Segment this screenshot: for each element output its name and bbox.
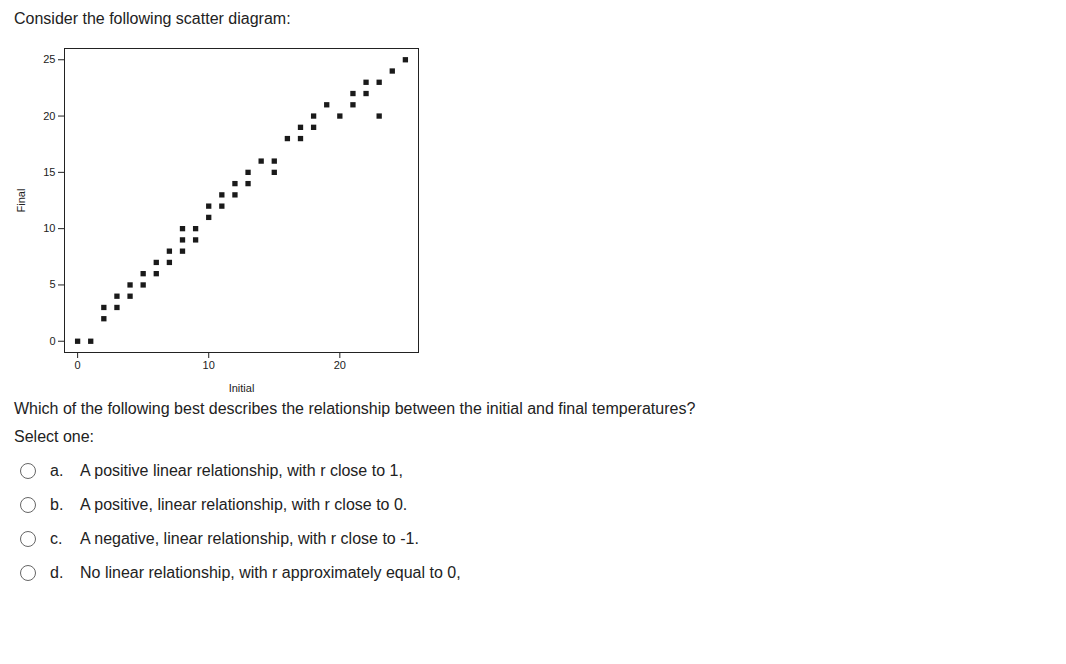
- html-text:A positive, linear relationshi: A positive, linear relationship, with r …: [80, 496, 408, 513]
- html-text:d.: d.: [50, 564, 64, 581]
- html-text:No linear relationship, with r: No linear relationship, with r approxima…: [80, 564, 461, 581]
- svg-text:25: 25: [43, 53, 55, 65]
- html-text:Which of the following best de: Which of the following best describes th…: [14, 400, 696, 417]
- svg-text:20: 20: [43, 110, 55, 122]
- html-text:A positive linear relationship: A positive linear relationship, with r c…: [80, 462, 403, 479]
- svg-text:10: 10: [203, 359, 215, 371]
- html-text:b.: b.: [50, 496, 64, 513]
- svg-text:0: 0: [49, 335, 55, 347]
- html-text:Select one:: Select one:: [14, 428, 95, 445]
- html-text:A negative, linear relationshi: A negative, linear relationship, with r …: [80, 530, 419, 547]
- svg-text:15: 15: [43, 166, 55, 178]
- svg-text:Final: Final: [15, 189, 27, 213]
- svg-text:20: 20: [334, 359, 346, 371]
- svg-text:5: 5: [49, 278, 55, 290]
- svg-text:Initial: Initial: [229, 382, 255, 394]
- html-text:a.: a.: [50, 462, 64, 479]
- html-text:Consider the following scatter: Consider the following scatter diagram:: [14, 10, 291, 27]
- svg-text:0: 0: [75, 359, 81, 371]
- html-text:c.: c.: [50, 530, 63, 547]
- svg-text:10: 10: [43, 222, 55, 234]
